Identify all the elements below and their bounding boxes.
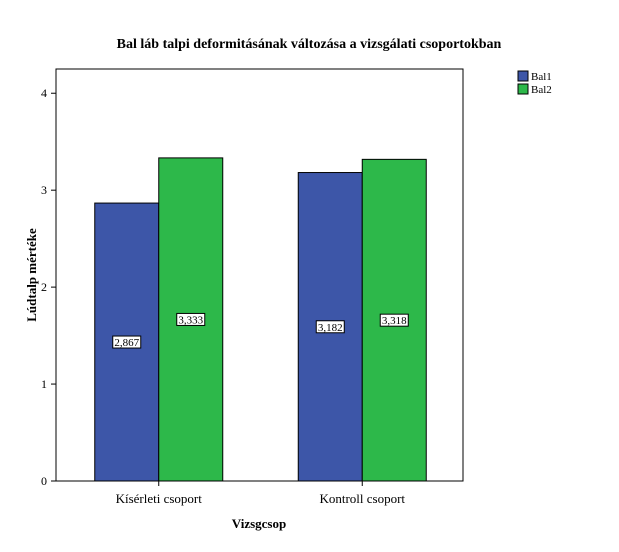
y-tick-label: 4 bbox=[41, 86, 47, 100]
data-label-text: 3,333 bbox=[178, 314, 203, 326]
x-tick-label: Kísérleti csoport bbox=[116, 491, 203, 506]
legend-label-bal2: Bal2 bbox=[531, 84, 552, 96]
x-axis-label: Vizsgcsop bbox=[232, 516, 286, 531]
x-tick-label: Kontroll csoport bbox=[319, 491, 405, 506]
data-label: 3,182 bbox=[315, 320, 345, 334]
data-label: 3,333 bbox=[176, 312, 206, 326]
bars-group bbox=[94, 157, 427, 482]
data-label-box bbox=[379, 313, 409, 327]
data-label-box bbox=[176, 312, 206, 326]
y-axis: 0 1 2 3 4 bbox=[41, 86, 56, 488]
data-label-text: 3,182 bbox=[318, 322, 343, 334]
data-label-text: 2,867 bbox=[114, 337, 139, 349]
data-label-text: 3,318 bbox=[382, 315, 407, 327]
chart-title: Bal láb talpi deformitásának változása a… bbox=[117, 37, 502, 52]
data-label-box bbox=[315, 320, 345, 334]
y-axis-label: Lúdtalp mértéke bbox=[24, 228, 39, 322]
legend-swatch-bal1 bbox=[517, 70, 529, 82]
data-label-box bbox=[112, 335, 142, 349]
y-tick-label: 2 bbox=[41, 280, 47, 294]
y-tick-label: 3 bbox=[41, 183, 47, 197]
legend-label-bal1: Bal1 bbox=[531, 71, 552, 83]
y-tick-label: 0 bbox=[41, 474, 47, 488]
legend-swatch-bal2 bbox=[517, 83, 529, 95]
data-label: 2,867 bbox=[112, 335, 142, 349]
data-labels-group: 2,867 3,333 3,182 3,318 bbox=[112, 312, 409, 349]
y-tick-label: 1 bbox=[41, 377, 47, 391]
x-axis: Kísérleti csoport Kontroll csoport bbox=[116, 481, 405, 506]
data-label: 3,318 bbox=[379, 313, 409, 327]
